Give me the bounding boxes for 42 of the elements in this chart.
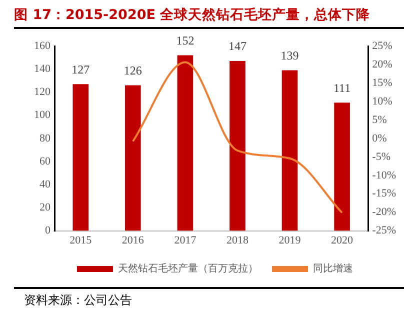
x-tick-label: 2018 bbox=[226, 234, 249, 246]
x-tick-label: 2016 bbox=[122, 234, 144, 246]
bar bbox=[125, 85, 141, 231]
y2-tick-label: -20% bbox=[372, 206, 396, 218]
y2-tick-label: 0% bbox=[372, 132, 387, 144]
y-tick-label: 60 bbox=[40, 155, 51, 168]
y2-tick-label: 5% bbox=[372, 114, 387, 126]
y-tick-label: 120 bbox=[34, 86, 51, 98]
bar bbox=[230, 61, 246, 231]
y2-tick-label: 10% bbox=[372, 95, 392, 108]
data-label: 111 bbox=[333, 80, 351, 95]
y-tick-label: 140 bbox=[34, 62, 51, 75]
y-tick-label: 20 bbox=[40, 202, 51, 214]
y-tick-label: 100 bbox=[34, 109, 51, 122]
bar bbox=[177, 55, 194, 231]
x-tick-label: 2017 bbox=[174, 234, 197, 246]
y2-tick-label: 15% bbox=[372, 76, 392, 89]
y2-tick-label: -25% bbox=[372, 224, 396, 237]
y-tick-label: 160 bbox=[34, 40, 51, 52]
x-tick-label: 2019 bbox=[278, 234, 302, 246]
legend-label: 天然钻石毛坯产量（百万克拉） bbox=[118, 262, 258, 275]
y2-tick-label: -5% bbox=[372, 150, 390, 163]
bar bbox=[334, 102, 350, 231]
x-tick-label: 2020 bbox=[331, 234, 354, 246]
x-tick-label: 2015 bbox=[70, 234, 92, 246]
text: 资料来源：公司公告 bbox=[24, 292, 132, 309]
y-tick-label: 0 bbox=[45, 224, 51, 237]
y2-tick-label: -15% bbox=[372, 188, 396, 200]
y2-tick-label: -10% bbox=[372, 169, 396, 182]
data-label: 127 bbox=[72, 62, 90, 76]
data-label: 139 bbox=[280, 48, 299, 62]
legend-label: 同比增速 bbox=[313, 262, 353, 275]
bar bbox=[72, 84, 89, 231]
y-tick-label: 40 bbox=[40, 178, 51, 190]
y-tick-label: 80 bbox=[40, 132, 51, 144]
data-label: 152 bbox=[176, 33, 194, 48]
y2-tick-label: 20% bbox=[372, 58, 392, 70]
data-label: 126 bbox=[124, 63, 142, 78]
data-label: 147 bbox=[228, 39, 246, 54]
y2-tick-label: 25% bbox=[372, 40, 392, 52]
bar bbox=[282, 70, 298, 231]
chart-title: 图 17：2015-2020E 全球天然钻石毛坯产量，总体下降 bbox=[14, 6, 370, 24]
